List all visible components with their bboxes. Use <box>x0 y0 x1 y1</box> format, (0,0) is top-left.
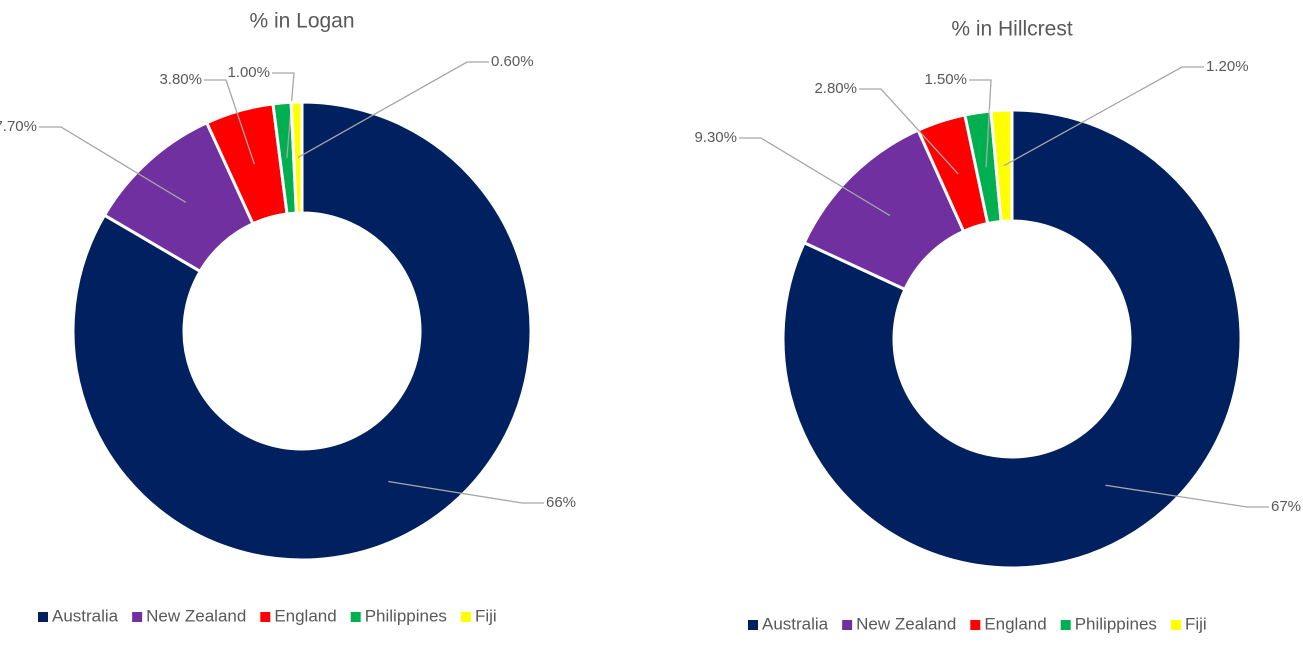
data-label: 1.50% <box>924 71 967 88</box>
donut-slice <box>289 100 304 215</box>
legend-swatch <box>842 620 853 630</box>
chart-title: % in Hillcrest <box>951 18 1073 41</box>
donut-slice <box>781 108 1243 570</box>
legend-swatch <box>260 612 271 622</box>
data-label: 2.80% <box>814 80 857 97</box>
legend-label: England <box>274 606 336 625</box>
legend-swatch <box>1170 620 1181 630</box>
chart-title: % in Logan <box>249 10 354 33</box>
leader-line <box>297 61 489 159</box>
legend-swatch <box>132 612 143 622</box>
legend-swatch <box>1060 620 1071 630</box>
donut-slice <box>989 108 1014 224</box>
legend-label: Australia <box>52 606 119 625</box>
legend-label: Fiji <box>1185 614 1207 633</box>
legend-label: Philippines <box>365 606 447 625</box>
donut-slice <box>71 100 533 562</box>
data-label: 1.20% <box>1206 58 1249 75</box>
data-label: 66% <box>546 494 576 511</box>
legend-label: Australia <box>762 614 829 633</box>
leader-line <box>739 137 891 217</box>
data-label: 9.30% <box>694 129 737 146</box>
legend-swatch <box>970 620 981 630</box>
leader-line <box>272 72 295 159</box>
leader-line <box>388 480 544 504</box>
legend-label: Philippines <box>1075 614 1157 633</box>
data-label: 3.80% <box>159 71 202 88</box>
data-label: 7.70% <box>0 118 37 135</box>
legend-label: New Zealand <box>146 606 246 625</box>
leader-line <box>969 79 992 168</box>
legend-swatch <box>350 612 361 622</box>
legend-label: England <box>984 614 1046 633</box>
data-label: 0.60% <box>491 53 534 70</box>
data-label: 1.00% <box>227 64 270 81</box>
leader-line <box>39 126 187 203</box>
leader-line <box>1003 66 1204 167</box>
legend-swatch <box>38 612 48 622</box>
leader-line <box>1105 484 1269 508</box>
legend-swatch <box>460 612 471 622</box>
legend-label: Fiji <box>475 606 497 625</box>
legend-swatch <box>748 620 758 630</box>
leader-line <box>204 79 255 165</box>
legend-label: New Zealand <box>856 614 956 633</box>
data-label: 67% <box>1271 498 1301 515</box>
leader-line <box>859 88 959 175</box>
